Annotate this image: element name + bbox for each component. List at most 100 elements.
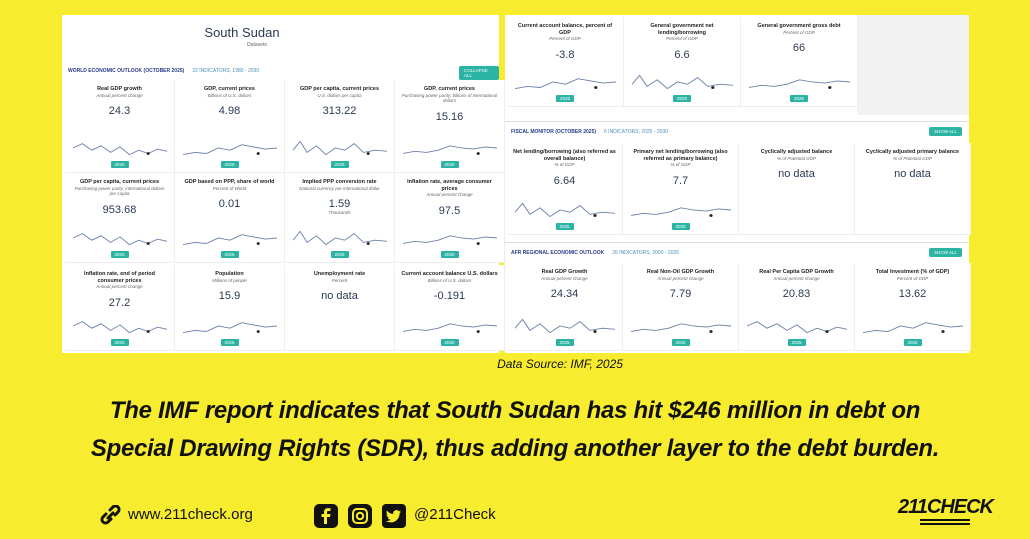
indicator-card: Population Millions of people 15.9 2025	[175, 265, 285, 351]
sparkline	[747, 321, 847, 334]
instagram-icon[interactable]	[348, 504, 372, 528]
social-icons	[314, 504, 406, 528]
year-badge: 2025	[440, 251, 459, 258]
card-subtitle: Billions of U.S. dollars	[207, 92, 252, 98]
sparkline-path	[293, 230, 387, 246]
sparkline-path	[631, 323, 731, 332]
card-value: no data	[778, 168, 815, 180]
sparkline-path	[183, 234, 277, 246]
card-subtitle: % of GDP	[670, 162, 691, 167]
card-value: 66	[792, 42, 806, 54]
card-subtitle: % of Potential GDP	[777, 155, 816, 161]
year-badge: 2025	[440, 339, 459, 346]
card-subtitle: Billions of U.S. dollars	[427, 277, 472, 283]
sparkline	[403, 323, 497, 333]
collapse-button[interactable]: COLLAPSE ALL	[459, 66, 499, 80]
card-subtitle: Annual percent change	[96, 284, 143, 289]
year-badge: 2025	[220, 339, 239, 346]
sparkline	[183, 322, 277, 334]
sparkline	[73, 143, 167, 156]
section-header: WORLD ECONOMIC OUTLOOK (OCTOBER 2025) 22 …	[68, 68, 259, 74]
year-badge: 2025	[110, 161, 129, 168]
sparkline-path	[183, 144, 277, 156]
card-title: Real GDP growth	[97, 86, 142, 92]
sparkline	[183, 144, 277, 156]
sparkline	[293, 230, 387, 246]
card-value: no data	[894, 168, 931, 180]
sparkline-dot	[709, 330, 713, 333]
link-icon	[100, 505, 121, 525]
section-count: 6 INDICATORS, 2025 - 2030	[604, 129, 669, 135]
card-value: -3.8	[555, 48, 575, 61]
card-value: 15.16	[435, 110, 464, 123]
card-title: Real GDP Growth	[541, 269, 588, 275]
headline: The IMF report indicates that South Suda…	[20, 392, 1010, 468]
card-title: Current account balance, percent of GDP	[517, 23, 613, 36]
card-title: Net lending/borrowing (also referred as …	[513, 149, 616, 162]
card-title: Cyclically adjusted primary balance	[865, 149, 960, 155]
sparkline-dot	[366, 242, 370, 245]
year-badge: 2025	[903, 339, 922, 346]
sparkline-path	[73, 321, 167, 334]
sparkline	[749, 79, 850, 89]
sparkline-path	[749, 79, 850, 88]
sparkline-dot	[256, 152, 260, 155]
card-title: GDP per capita, current prices	[79, 179, 160, 185]
card-title: GDP per capita, current prices	[299, 86, 380, 92]
indicator-card: GDP per capita, current prices U.S. dolla…	[285, 80, 395, 173]
sparkline	[403, 145, 497, 155]
card-subtitle: National currency per international doll…	[299, 185, 380, 191]
sparkline	[632, 74, 733, 90]
indicator-card: GDP, current prices Purchasing power pari…	[395, 80, 505, 173]
logo-tagline-lines	[920, 519, 970, 521]
sparkline-path	[183, 322, 277, 334]
sparkline-path	[863, 322, 963, 334]
sparkline-dot	[366, 152, 370, 155]
indicator-card: Real Per Capita GDP Growth Annual percent…	[739, 263, 855, 351]
sparkline-dot	[825, 330, 829, 333]
card-value: 953.68	[102, 203, 137, 216]
sparkline-dot	[146, 330, 150, 333]
year-badge: 2025	[220, 161, 239, 168]
sparkline	[863, 322, 963, 334]
year-badge: 2025	[330, 161, 349, 168]
sparkline-path	[293, 140, 387, 156]
card-value: 15.9	[218, 290, 241, 302]
year-badge: 2025	[555, 95, 575, 102]
card-value: 27.2	[108, 296, 131, 309]
sparkline-dot	[828, 86, 832, 89]
card-value: 13.62	[898, 288, 927, 300]
indicator-card: Current account balance, percent of GDP P…	[507, 17, 624, 107]
show-all-button[interactable]: SHOW ALL	[929, 248, 963, 257]
caption: Data Source: IMF, 2025	[497, 357, 623, 371]
sparkline-path	[631, 207, 731, 216]
sparkline-dot	[476, 330, 480, 333]
indicator-card: Cyclically adjusted primary balance% of …	[855, 143, 971, 235]
handle[interactable]: @211Check	[414, 506, 496, 523]
card-value: 20.83	[782, 288, 811, 300]
website[interactable]: www.211check.org	[128, 506, 253, 523]
section-name: FISCAL MONITOR (OCTOBER 2025)	[511, 129, 597, 135]
section-header: FISCAL MONITOR (OCTOBER 2025) 6 INDICATOR…	[511, 129, 668, 135]
card-subtitle: Percent of World	[212, 185, 247, 191]
card-title: Cyclically adjusted balance	[760, 149, 833, 155]
sparkline	[73, 321, 167, 334]
sparkline	[403, 235, 497, 245]
show-all-button[interactable]: SHOW ALL	[929, 127, 963, 136]
indicator-card: Implied PPP conversion rate National curr…	[285, 173, 395, 263]
sparkline	[515, 202, 615, 218]
card-title: Current account balance U.S. dollars	[401, 271, 498, 277]
indicator-card: Inflation rate, end of period consumer p…	[65, 265, 175, 351]
card-title: GDP, current prices	[424, 86, 475, 92]
card-subtitle: Percent of GDP	[896, 275, 929, 281]
card-subtitle: Annual percent change	[541, 275, 588, 281]
card-subtitle: Percent	[331, 277, 348, 283]
indicator-card: Real GDP Growth Annual percent change 24.3…	[507, 263, 623, 351]
year-badge: 2025	[220, 251, 239, 258]
indicator-card: GDP based on PPP, share of world Percent …	[175, 173, 285, 263]
sparkline-dot	[256, 330, 260, 333]
indicator-card: Net lending/borrowing (also referred as …	[507, 143, 623, 235]
year-badge: 2025	[440, 161, 459, 168]
sparkline-dot	[941, 330, 945, 333]
card-title: Inflation rate, end of period consumer p…	[84, 271, 155, 284]
